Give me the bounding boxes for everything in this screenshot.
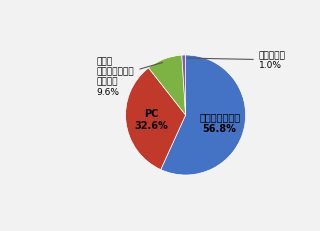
Wedge shape bbox=[126, 69, 186, 170]
Wedge shape bbox=[161, 56, 245, 175]
Text: 携帯電
（フィーチャー
フォン）
9.6%: 携帯電 （フィーチャー フォン） 9.6% bbox=[97, 57, 163, 97]
Wedge shape bbox=[182, 56, 186, 116]
Text: スマートフォン
56.8%: スマートフォン 56.8% bbox=[199, 112, 240, 134]
Wedge shape bbox=[148, 56, 186, 116]
Text: PC
32.6%: PC 32.6% bbox=[134, 109, 168, 130]
Text: タブレット
1.0%: タブレット 1.0% bbox=[187, 51, 286, 70]
